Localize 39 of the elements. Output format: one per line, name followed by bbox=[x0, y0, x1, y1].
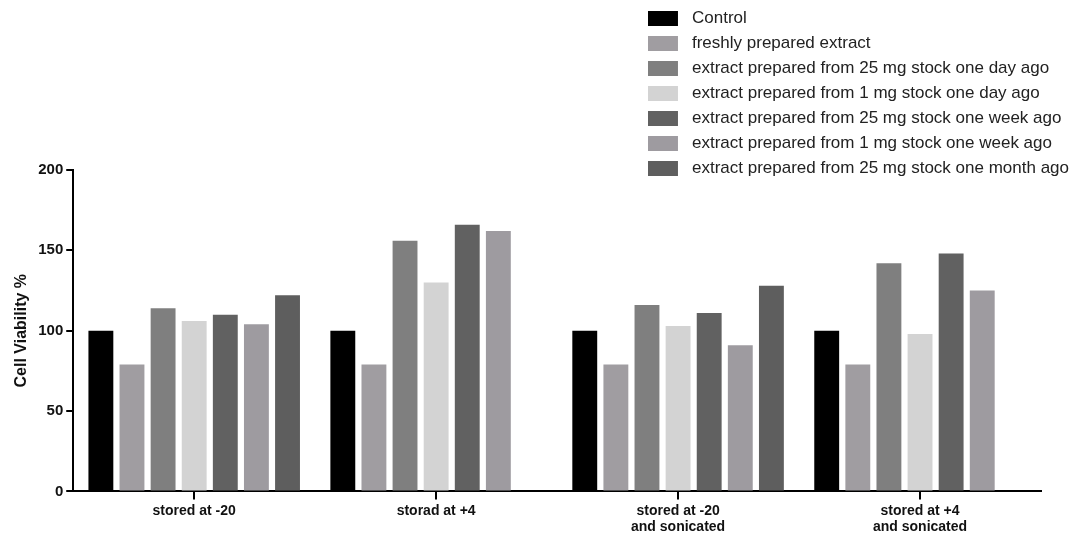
y-tick-label: 150 bbox=[38, 240, 64, 258]
bar bbox=[243, 324, 269, 491]
legend-label: freshly prepared extract bbox=[691, 33, 871, 53]
bar bbox=[454, 224, 480, 491]
x-tick-label: stored at -20 bbox=[152, 501, 237, 518]
y-tick-label: 200 bbox=[38, 160, 64, 178]
bar bbox=[634, 304, 660, 491]
bar bbox=[665, 325, 691, 491]
bar bbox=[361, 364, 387, 491]
bar bbox=[603, 364, 629, 491]
bar bbox=[876, 263, 902, 491]
bar bbox=[150, 308, 176, 491]
bar bbox=[275, 295, 300, 491]
bar bbox=[969, 290, 995, 491]
bar bbox=[212, 314, 238, 491]
bar bbox=[485, 231, 511, 491]
bar bbox=[696, 313, 722, 491]
x-tick-label: storad at +4 bbox=[396, 501, 476, 518]
bar bbox=[181, 321, 207, 491]
bar bbox=[758, 285, 784, 491]
legend-label: extract prepared from 25 mg stock one day ago bbox=[691, 58, 1050, 78]
y-axis-title: Cell Viability % bbox=[12, 273, 30, 388]
bar bbox=[392, 240, 418, 491]
legend-label: Control bbox=[691, 8, 747, 28]
y-tick-label: 50 bbox=[46, 401, 64, 419]
y-tick-label: 0 bbox=[54, 481, 64, 499]
legend-label: extract prepared from 25 mg stock one month ago bbox=[691, 158, 1069, 178]
legend-label: extract prepared from 1 mg stock one day ago bbox=[691, 83, 1040, 103]
bar bbox=[938, 253, 964, 491]
bar bbox=[907, 333, 933, 491]
bar bbox=[845, 364, 871, 491]
bar bbox=[423, 282, 449, 491]
x-tick-label: stored at +4 and sonicated bbox=[872, 501, 968, 535]
y-tick-label: 100 bbox=[38, 320, 64, 338]
bar bbox=[727, 345, 753, 491]
legend-label: extract prepared from 1 mg stock one week ago bbox=[691, 133, 1052, 153]
x-tick-label: stored at -20 and sonicated bbox=[631, 501, 726, 535]
legend-label: extract prepared from 25 mg stock one week ago bbox=[691, 108, 1062, 128]
bar bbox=[119, 364, 145, 491]
